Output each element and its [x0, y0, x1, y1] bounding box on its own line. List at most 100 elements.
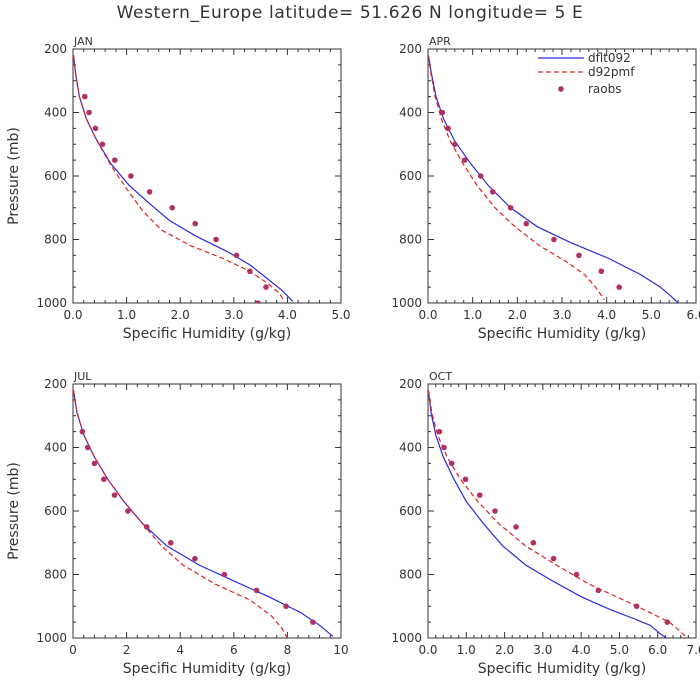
data-point-raobs — [461, 157, 468, 163]
x-tick-label: 0.0 — [63, 308, 82, 322]
x-tick-label: 0.0 — [418, 308, 437, 322]
data-point-raobs — [573, 571, 580, 578]
y-tick-label: 800 — [399, 568, 422, 582]
data-point-raobs — [310, 619, 316, 625]
y-tick-label: 1000 — [391, 631, 422, 645]
y-tick-label: 600 — [44, 504, 67, 518]
x-tick-label: 6.0 — [686, 308, 700, 322]
data-point-raobs — [143, 524, 150, 530]
y-tick-label: 600 — [44, 169, 67, 183]
data-point-raobs — [598, 268, 605, 275]
data-point-raobs — [452, 141, 458, 148]
y-tick-label: 400 — [399, 441, 422, 455]
y-axis-label: Pressure (mb) — [6, 462, 22, 560]
data-point-raobs — [255, 300, 261, 303]
y-tick-label: 400 — [44, 441, 67, 455]
figure-title: Western_Europe latitude= 51.626 N longit… — [116, 3, 584, 23]
x-tick-label: 2 — [123, 643, 131, 657]
x-tick-label: 6.0 — [648, 643, 667, 657]
data-point-raobs — [664, 619, 671, 625]
y-tick-label: 200 — [44, 377, 67, 391]
series-group — [428, 55, 679, 303]
panel-jul: JUL 0 2 4 6 8 10 200 400 600 800 1000 Specific Humid… — [6, 370, 349, 677]
series-line-d92pmf — [428, 55, 605, 301]
data-point-raobs — [101, 476, 107, 483]
data-point-raobs — [169, 204, 175, 211]
data-point-raobs — [79, 428, 86, 435]
x-tick-label: 3.0 — [533, 643, 552, 657]
y-tick-label: 800 — [44, 233, 67, 247]
y-tick-label: 200 — [399, 42, 422, 56]
data-point-raobs — [441, 444, 447, 451]
y-axis-label: Pressure (mb) — [6, 127, 22, 225]
x-tick-label: 1.0 — [457, 643, 476, 657]
x-tick-label: 5.0 — [642, 308, 661, 322]
x-tick-label: 2.0 — [508, 308, 527, 322]
data-point-raobs — [492, 508, 498, 514]
legend-label-d92pmf: d92pmf — [588, 65, 635, 79]
data-point-raobs — [192, 555, 198, 562]
x-axis-label: Specific Humidity (g/kg) — [478, 661, 646, 677]
data-point-raobs — [489, 189, 496, 195]
data-point-raobs — [551, 236, 557, 243]
series-line-dflt092 — [428, 390, 668, 638]
panel-label: OCT — [429, 370, 452, 383]
x-tick-label: 7.0 — [686, 643, 700, 657]
x-tick-label: 0 — [69, 643, 77, 657]
x-axis-label: Specific Humidity (g/kg) — [478, 326, 646, 342]
data-point-raobs — [530, 539, 537, 546]
x-tick-label: 5.0 — [331, 308, 350, 322]
data-point-raobs — [233, 252, 240, 259]
data-point-raobs — [168, 539, 174, 546]
data-point-raobs — [476, 492, 483, 498]
legend-label-raobs: raobs — [588, 82, 622, 96]
data-point-raobs — [616, 284, 622, 290]
data-point-raobs — [513, 524, 519, 530]
y-tick-label: 1000 — [391, 296, 422, 310]
data-point-raobs — [213, 236, 219, 243]
x-tick-label: 3.0 — [224, 308, 243, 322]
series-line-dflt092 — [73, 55, 294, 302]
data-point-raobs — [146, 189, 153, 195]
data-point-raobs — [128, 173, 134, 179]
x-tick-label: 0.0 — [418, 643, 437, 657]
x-tick-label: 2.0 — [171, 308, 190, 322]
y-tick-label: 800 — [44, 568, 67, 582]
y-tick-label: 1000 — [36, 296, 67, 310]
x-tick-label: 6 — [230, 643, 238, 657]
data-point-raobs — [283, 603, 289, 610]
x-axis-label: Specific Humidity (g/kg) — [123, 326, 291, 342]
x-tick-label: 10 — [333, 643, 348, 657]
plot-frame — [72, 383, 342, 639]
data-point-raobs — [507, 204, 514, 211]
data-point-raobs — [81, 93, 88, 100]
x-tick-label: 3.0 — [552, 308, 571, 322]
data-point-raobs — [436, 428, 443, 435]
data-point-raobs — [91, 460, 98, 467]
data-point-raobs — [92, 125, 99, 132]
data-point-raobs — [576, 252, 582, 259]
series-line-dflt092 — [428, 55, 679, 303]
series-line-d92pmf — [428, 390, 688, 638]
data-point-raobs — [221, 571, 228, 578]
data-point-raobs — [263, 284, 269, 290]
data-point-raobs — [192, 220, 199, 227]
plot-frame — [72, 48, 342, 304]
y-tick-label: 200 — [399, 377, 422, 391]
x-tick-label: 1.0 — [117, 308, 136, 322]
series-group — [73, 55, 294, 303]
data-point-raobs — [448, 460, 455, 467]
x-tick-label: 2.0 — [495, 643, 514, 657]
legend-marker-raobs — [558, 86, 564, 92]
data-point-raobs — [633, 603, 640, 610]
x-tick-label: 4.0 — [597, 308, 616, 322]
legend-label-dflt092: dflt092 — [588, 51, 631, 65]
series-group — [428, 390, 688, 638]
x-tick-label: 4.0 — [278, 308, 297, 322]
data-point-raobs — [477, 173, 484, 179]
x-axis-label: Specific Humidity (g/kg) — [123, 661, 291, 677]
panel-label: JAN — [73, 35, 93, 48]
data-point-raobs — [253, 587, 260, 594]
data-point-raobs — [523, 220, 530, 227]
